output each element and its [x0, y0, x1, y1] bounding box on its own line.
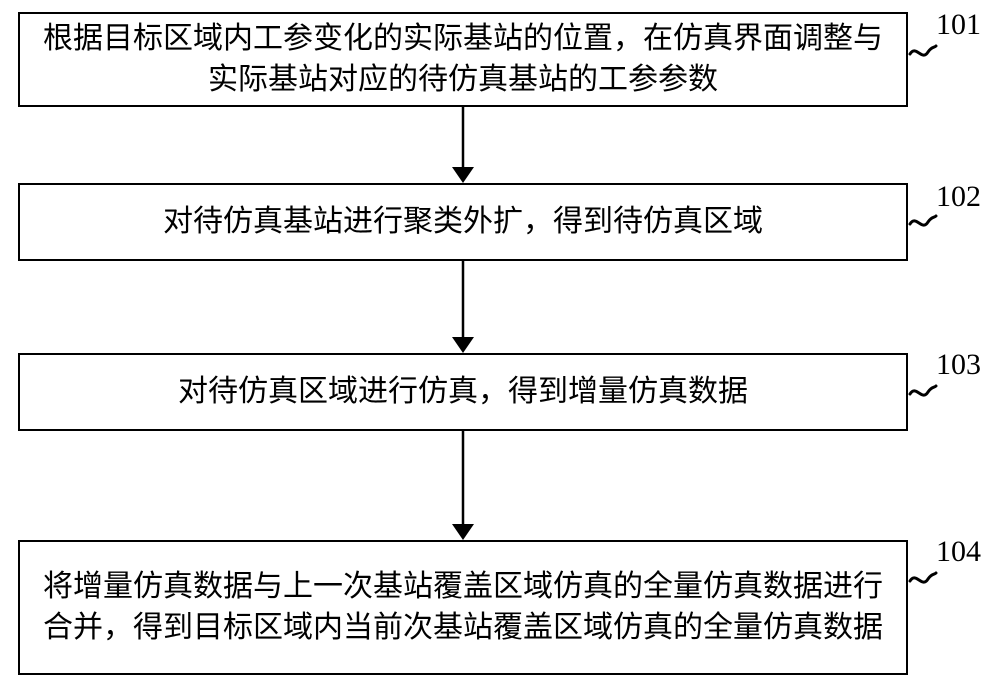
tilde-connector [908, 565, 938, 589]
step-box-101: 根据目标区域内工参变化的实际基站的位置，在仿真界面调整与实际基站对应的待仿真基站… [18, 12, 908, 107]
flow-arrow [443, 431, 483, 540]
tilde-connector [908, 378, 938, 402]
step-text: 根据目标区域内工参变化的实际基站的位置，在仿真界面调整与实际基站对应的待仿真基站… [38, 19, 888, 100]
tilde-connector [908, 38, 938, 62]
step-text: 将增量仿真数据与上一次基站覆盖区域仿真的全量仿真数据进行合并，得到目标区域内当前… [38, 567, 888, 648]
flow-arrow [443, 261, 483, 353]
flowchart-canvas: 根据目标区域内工参变化的实际基站的位置，在仿真界面调整与实际基站对应的待仿真基站… [0, 0, 1000, 690]
step-label-103: 103 [936, 348, 981, 382]
step-box-102: 对待仿真基站进行聚类外扩，得到待仿真区域 [18, 183, 908, 261]
tilde-connector [908, 208, 938, 232]
step-label-104: 104 [936, 535, 981, 569]
step-box-103: 对待仿真区域进行仿真，得到增量仿真数据 [18, 353, 908, 431]
step-box-104: 将增量仿真数据与上一次基站覆盖区域仿真的全量仿真数据进行合并，得到目标区域内当前… [18, 540, 908, 675]
step-label-101: 101 [936, 8, 981, 42]
step-text: 对待仿真区域进行仿真，得到增量仿真数据 [178, 372, 748, 413]
step-label-102: 102 [936, 180, 981, 214]
flow-arrow [443, 107, 483, 183]
step-text: 对待仿真基站进行聚类外扩，得到待仿真区域 [163, 202, 763, 243]
